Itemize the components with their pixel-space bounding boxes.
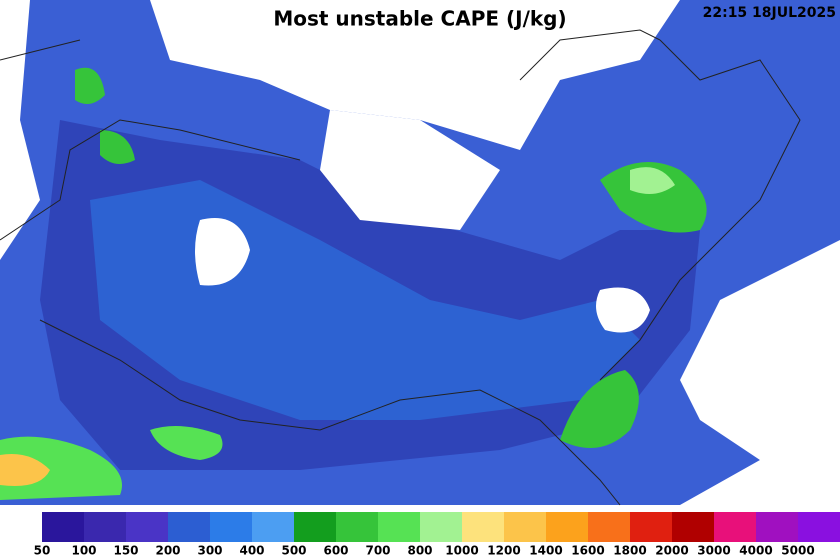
- colorbar-swatch: [378, 512, 421, 542]
- cape-field: [0, 0, 840, 505]
- colorbar-label: 1200: [487, 544, 520, 558]
- colorbar-label: 4000: [739, 544, 772, 558]
- colorbar-label: 200: [155, 544, 180, 558]
- colorbar-swatch: [672, 512, 715, 542]
- colorbar-label: 400: [239, 544, 264, 558]
- colorbar-label: 800: [407, 544, 432, 558]
- colorbar-swatch: [756, 512, 799, 542]
- colorbar-label: 3000: [697, 544, 730, 558]
- colorbar-swatch: [504, 512, 547, 542]
- colorbar-label: 1000: [445, 544, 478, 558]
- colorbar-label: 600: [323, 544, 348, 558]
- colorbar-swatch: [168, 512, 211, 542]
- title: Most unstable CAPE (J/kg): [273, 7, 566, 31]
- borders: [0, 29, 801, 506]
- colorbar-swatch: [42, 512, 85, 542]
- colorbar: 50 100 150 200 300 400 500 600 700 800 1000 1200 140…: [34, 512, 840, 558]
- colorbar-swatch: [630, 512, 673, 542]
- colorbar-swatch: [336, 512, 379, 542]
- colorbar-swatch: [84, 512, 127, 542]
- colorbar-label: 2000: [655, 544, 688, 558]
- colorbar-label: 1400: [529, 544, 562, 558]
- colorbar-swatch: [588, 512, 631, 542]
- colorbar-label: 500: [281, 544, 306, 558]
- colorbar-swatch: [714, 512, 757, 542]
- colorbar-swatch: [210, 512, 253, 542]
- colorbar-label: 300: [197, 544, 222, 558]
- colorbar-swatch: [546, 512, 589, 542]
- colorbar-label: 700: [365, 544, 390, 558]
- colorbar-label: 5000: [781, 544, 814, 558]
- colorbar-swatch: [126, 512, 169, 542]
- colorbar-swatch: [462, 512, 505, 542]
- colorbar-swatch: [294, 512, 337, 542]
- timestamp: 22:15 18JUL2025: [703, 5, 836, 21]
- colorbar-swatch: [252, 512, 295, 542]
- colorbar-label: 1600: [571, 544, 604, 558]
- colorbar-swatch: [420, 512, 463, 542]
- colorbar-swatch: [798, 512, 840, 542]
- colorbar-label: 100: [71, 544, 96, 558]
- colorbar-label: 50: [34, 544, 51, 558]
- colorbar-label: 150: [113, 544, 138, 558]
- colorbar-label: 1800: [613, 544, 646, 558]
